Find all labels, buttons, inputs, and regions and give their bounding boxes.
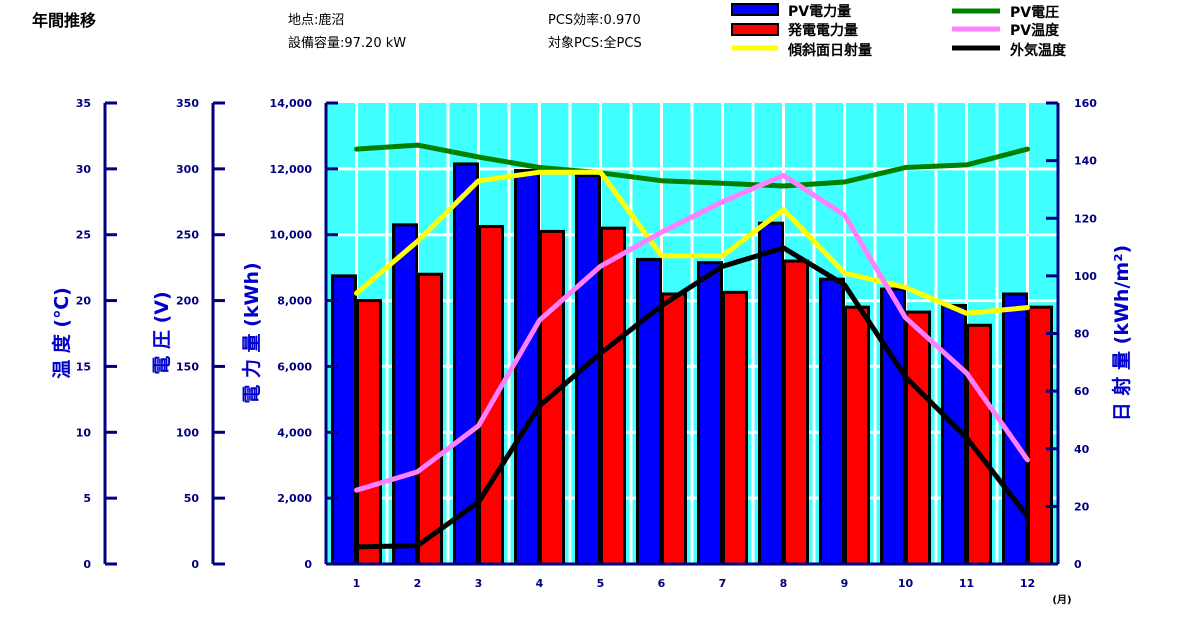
irradiance-tick-label: 60 (1074, 385, 1090, 398)
temperature-tick-label: 30 (76, 163, 92, 176)
line-outside-temp (354, 245, 1030, 550)
x-tick-label: 3 (475, 577, 483, 590)
x-tick-label: 1 (353, 577, 361, 590)
legend-swatch-gen-power (731, 23, 779, 36)
x-tick-label: 6 (658, 577, 666, 590)
target-pcs-text: 対象PCS:全PCS (548, 35, 642, 51)
bar-pv-power (880, 287, 906, 566)
bar-gen-power (905, 310, 931, 566)
temperature-axis-title: 温 度 (℃) (50, 287, 73, 379)
voltage-tick-label: 100 (176, 426, 199, 439)
bar-gen-power (844, 305, 870, 566)
temperature-tick-label: 5 (83, 492, 91, 505)
legend-label-pv-temp: PV温度 (1010, 22, 1060, 39)
bar-gen-power (722, 290, 748, 566)
irradiance-tick-label: 100 (1074, 270, 1097, 283)
bar-pv-power (331, 274, 357, 566)
line-irradiance (354, 169, 1030, 316)
power-tick-label: 12,000 (270, 163, 313, 176)
voltage-tick-label: 300 (176, 163, 199, 176)
x-tick-label: 9 (841, 577, 849, 590)
bar-gen-power (783, 259, 809, 566)
irradiance-tick-label: 80 (1074, 328, 1090, 341)
legend-label-pv-power: PV電力量 (788, 3, 851, 20)
irradiance-tick-label: 40 (1074, 443, 1090, 456)
bar-gen-power (661, 292, 687, 566)
temperature-tick-label: 0 (83, 558, 91, 571)
irradiance-tick-label: 0 (1074, 558, 1082, 571)
power-tick-label: 2,000 (277, 492, 312, 505)
power-tick-label: 4,000 (277, 426, 312, 439)
location-text: 地点:鹿沼 (288, 12, 344, 28)
axis-ticks-group: 0510152025303505010015020025030035002,00… (76, 97, 1098, 590)
x-tick-label: 5 (597, 577, 605, 590)
legend-label-irradiance: 傾斜面日射量 (787, 42, 872, 59)
bar-gen-power (600, 226, 626, 566)
power-tick-label: 14,000 (270, 97, 313, 110)
power-tick-label: 0 (304, 558, 312, 571)
power-tick-label: 6,000 (277, 360, 312, 373)
x-axis-unit: (月) (1052, 594, 1071, 606)
irradiance-tick-label: 160 (1074, 97, 1097, 110)
line-pv-temp (354, 172, 1030, 493)
voltage-tick-label: 250 (176, 229, 199, 242)
irradiance-tick-label: 140 (1074, 155, 1097, 168)
bar-pv-power (758, 221, 784, 566)
voltage-tick-label: 200 (176, 295, 199, 308)
temperature-tick-label: 25 (76, 229, 91, 242)
line-pv-voltage (354, 142, 1030, 189)
x-tick-label: 12 (1020, 577, 1035, 590)
bar-pv-power (392, 223, 418, 566)
temperature-tick-label: 20 (76, 295, 92, 308)
bar-pv-power (697, 261, 723, 566)
x-tick-label: 7 (719, 577, 727, 590)
power-tick-label: 10,000 (270, 229, 313, 242)
voltage-tick-label: 50 (184, 492, 200, 505)
temperature-tick-label: 15 (76, 360, 91, 373)
bar-gen-power (1027, 305, 1053, 566)
irradiance-tick-label: 120 (1074, 212, 1097, 225)
legend-label-gen-power: 発電電力量 (787, 22, 858, 39)
temperature-tick-label: 10 (76, 426, 92, 439)
x-tick-label: 4 (536, 577, 544, 590)
efficiency-text: PCS効率:0.970 (548, 12, 641, 28)
power-axis-title: 電 力 量 (kWh) (240, 262, 263, 403)
bar-pv-power (514, 169, 540, 566)
legend: PV電力量 発電電力量 傾斜面日射量 PV電圧 PV温度 外気温度 (731, 3, 1067, 59)
voltage-tick-label: 350 (176, 97, 199, 110)
legend-swatch-pv-power (731, 3, 779, 16)
capacity-text: 設備容量:97.20 kW (288, 35, 406, 51)
power-tick-label: 8,000 (277, 295, 312, 308)
bar-gen-power (356, 299, 382, 566)
line-series-group (354, 142, 1030, 550)
temperature-tick-label: 35 (76, 97, 91, 110)
voltage-tick-label: 150 (176, 360, 199, 373)
bar-pv-power (636, 257, 662, 566)
x-tick-label: 11 (959, 577, 974, 590)
bar-gen-power (417, 272, 443, 566)
x-tick-label: 8 (780, 577, 788, 590)
bar-gen-power (478, 224, 504, 566)
voltage-axis-title: 電 圧 (V) (151, 291, 173, 374)
legend-label-pv-voltage: PV電圧 (1010, 4, 1059, 21)
voltage-tick-label: 0 (191, 558, 199, 571)
x-tick-label: 2 (414, 577, 422, 590)
bar-pv-power (819, 277, 845, 566)
legend-label-outside-temp: 外気温度 (1010, 42, 1067, 59)
irradiance-tick-label: 20 (1074, 500, 1090, 513)
irradiance-axis-title: 日 射 量 (kWh/m²) (1110, 245, 1133, 421)
chart-title: 年間推移 (32, 11, 96, 30)
x-tick-label: 10 (898, 577, 914, 590)
